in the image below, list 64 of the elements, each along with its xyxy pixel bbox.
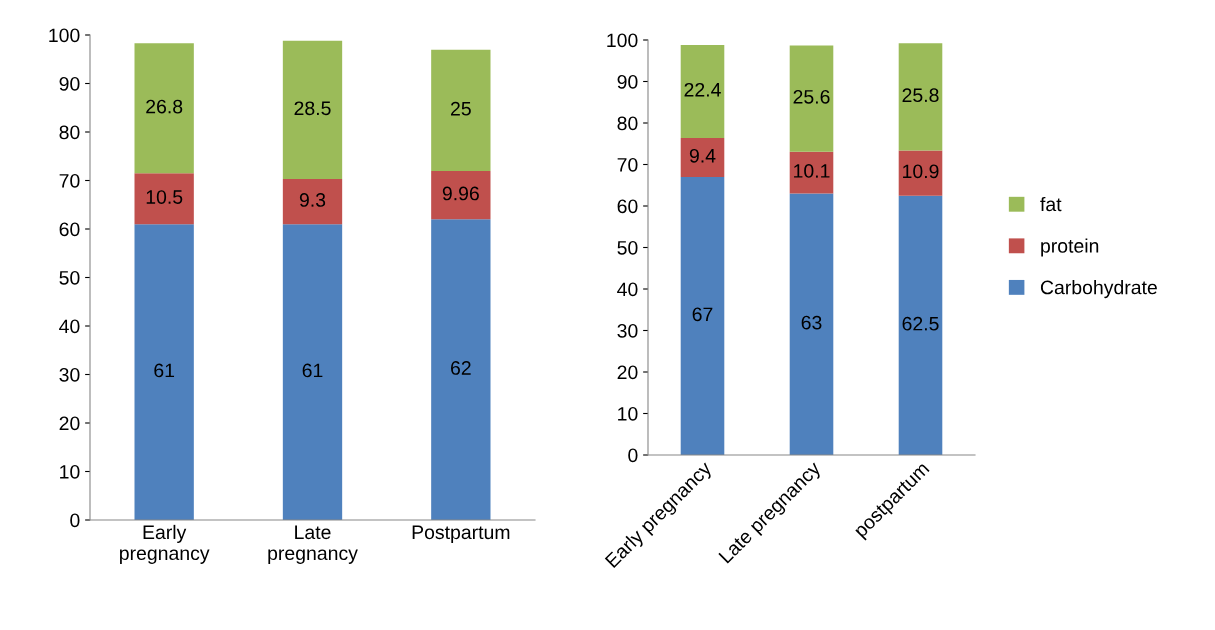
bar bbox=[431, 170, 491, 220]
y-tick-label: 0 bbox=[70, 513, 80, 528]
data-label: 63 bbox=[801, 315, 822, 330]
data-label: 25.8 bbox=[902, 88, 939, 103]
y-tick-label: 50 bbox=[617, 240, 638, 255]
y-tick-label: 70 bbox=[59, 173, 80, 188]
y-tick-label: 60 bbox=[617, 199, 638, 214]
data-label: 62.5 bbox=[902, 316, 939, 331]
data-label: 10.9 bbox=[903, 164, 939, 179]
y-tick-label: 40 bbox=[59, 319, 80, 334]
y-tick-label: 80 bbox=[59, 125, 80, 140]
y-tick-label: 30 bbox=[59, 367, 80, 382]
bar bbox=[898, 195, 943, 455]
y-tick-label: 10 bbox=[618, 406, 638, 421]
y-tick-label: 20 bbox=[617, 365, 638, 380]
bar bbox=[680, 137, 725, 177]
y-tick-label: 20 bbox=[59, 416, 80, 431]
bar bbox=[680, 44, 725, 138]
y-tick-label: 10 bbox=[60, 464, 80, 479]
data-label: 26.8 bbox=[146, 99, 183, 114]
data-label: 28.5 bbox=[294, 101, 331, 116]
data-label: 9.96 bbox=[442, 186, 479, 201]
y-tick-label: 60 bbox=[59, 222, 80, 237]
bar bbox=[898, 43, 943, 151]
bar bbox=[134, 173, 194, 225]
x-tick-label: Late pregnancy bbox=[268, 525, 358, 564]
data-label: 61 bbox=[302, 363, 323, 378]
bar bbox=[134, 43, 194, 174]
legend-label: Carbohydrate bbox=[1040, 280, 1157, 299]
y-tick-label: 90 bbox=[59, 76, 80, 91]
bar bbox=[431, 49, 491, 171]
legend-label: protein bbox=[1041, 238, 1099, 257]
y-tick-label: 80 bbox=[617, 116, 638, 131]
bar bbox=[789, 151, 834, 194]
data-label: 61 bbox=[154, 363, 175, 378]
y-tick-label: 0 bbox=[628, 448, 638, 463]
data-label: 10.1 bbox=[794, 164, 830, 178]
data-label: 62 bbox=[451, 361, 471, 375]
x-tick-label: Early pregnancy bbox=[120, 524, 210, 564]
bar bbox=[789, 193, 834, 455]
y-tick-label: 40 bbox=[617, 282, 638, 297]
legend-label: fat bbox=[1040, 196, 1062, 212]
data-label: 22.4 bbox=[684, 82, 721, 97]
bar bbox=[431, 219, 491, 520]
data-label: 9.3 bbox=[299, 193, 326, 207]
bar bbox=[134, 224, 194, 520]
data-label: 67 bbox=[692, 307, 713, 322]
y-tick-label: 100 bbox=[607, 33, 638, 48]
bar bbox=[282, 224, 343, 520]
y-tick-label: 90 bbox=[617, 74, 638, 89]
bar bbox=[789, 45, 834, 152]
data-label: 9.4 bbox=[689, 148, 716, 163]
y-tick-label: 70 bbox=[617, 157, 638, 172]
data-label: 10.5 bbox=[146, 190, 183, 204]
y-tick-label: 100 bbox=[49, 28, 80, 43]
bar bbox=[282, 40, 343, 180]
bar bbox=[680, 176, 725, 455]
bar bbox=[282, 179, 343, 225]
y-tick-label: 50 bbox=[59, 270, 80, 285]
bar bbox=[898, 150, 943, 196]
x-tick-label: Postpartum bbox=[412, 525, 510, 543]
data-label: 25 bbox=[451, 101, 471, 116]
y-tick-label: 30 bbox=[617, 323, 638, 338]
data-label: 25.6 bbox=[793, 89, 830, 104]
